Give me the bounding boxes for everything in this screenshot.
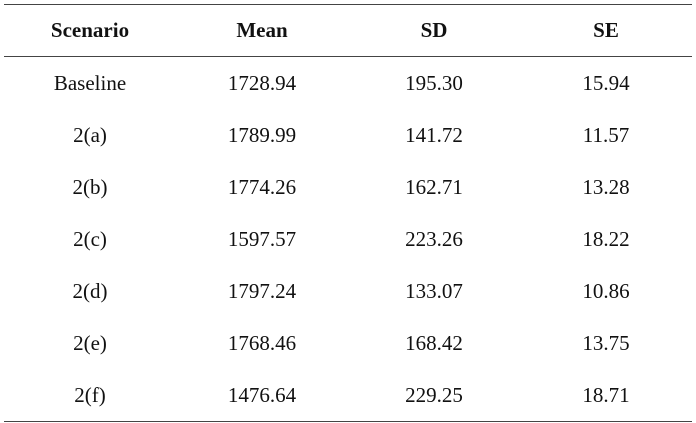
table-cell: 1774.26 [227,174,297,199]
table-cell: 1797.24 [227,278,297,303]
table-cell: 141.72 [405,122,463,147]
table-row: 2(b) 1774.26 162.71 13.28 [4,161,692,213]
table-body: Baseline 1728.94 195.30 15.94 2(a) 1789.99 141… [4,57,692,422]
table-cell: 2(c) [73,226,107,251]
table-cell: 2(a) [73,122,107,147]
table-cell: 195.30 [405,70,463,95]
table-row: 2(f) 1476.64 229.25 18.71 [4,369,692,422]
header-cell: Scenario [4,4,176,57]
table-cell: 1728.94 [227,70,297,95]
data-table: Scenario Mean SD SE Baseline 1728.94 195.30 15… [4,4,692,422]
table-cell: 168.42 [405,330,463,355]
header-row: Scenario Mean SD SE [4,4,692,57]
table-cell: 2(f) [4,369,176,422]
table-cell: 1597.57 [227,226,297,251]
table-cell: 11.57 [582,122,630,147]
table-cell: Baseline [53,70,127,95]
table-cell: 18.71 [520,369,692,422]
table-cell: 1789.99 [227,122,297,147]
table-cell: 223.26 [405,226,463,251]
table-cell: 13.75 [582,330,630,355]
table-row: 2(d) 1797.24 133.07 10.86 [4,265,692,317]
table-row: 2(a) 1789.99 141.72 11.57 [4,109,692,161]
table-cell: 162.71 [405,174,463,199]
table-cell: 10.86 [582,278,630,303]
header-cell: SD [348,4,520,57]
table-cell: 1476.64 [176,369,348,422]
table-row: 2(e) 1768.46 168.42 13.75 [4,317,692,369]
header-cell: Mean [176,4,348,57]
table-cell: 15.94 [582,70,630,95]
table-cell: 13.28 [582,174,630,199]
table-cell: 133.07 [405,278,463,303]
header-cell: SE [520,4,692,57]
table-row: Baseline 1728.94 195.30 15.94 [4,57,692,110]
table-cell: 2(d) [72,278,108,303]
table-cell: 229.25 [348,369,520,422]
table-cell: 2(b) [72,174,108,199]
table-header: Scenario Mean SD SE [4,4,692,57]
table-cell: 1768.46 [227,330,297,355]
table-row: 2(c) 1597.57 223.26 18.22 [4,213,692,265]
table-cell: 18.22 [582,226,630,251]
table-cell: 2(e) [73,330,107,355]
